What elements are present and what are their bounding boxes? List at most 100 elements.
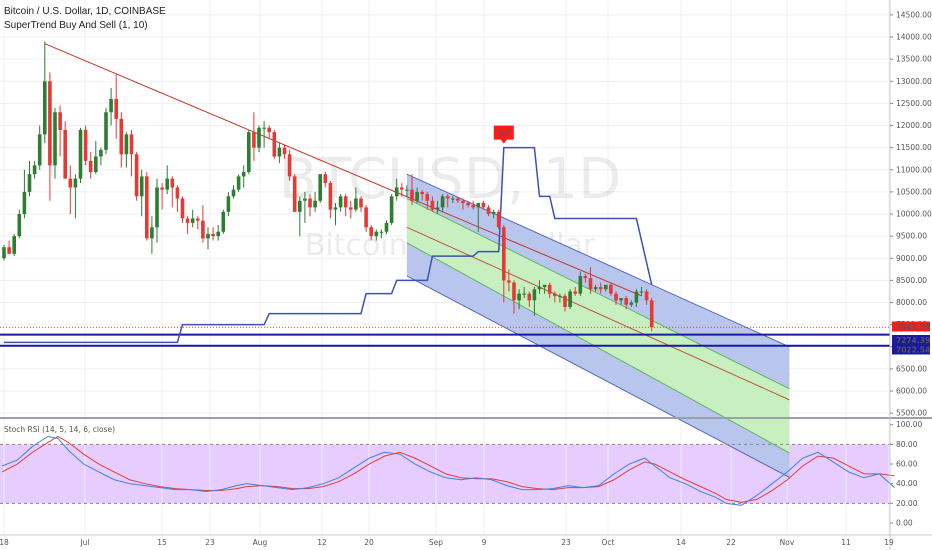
candle	[109, 87, 113, 126]
candle	[502, 225, 506, 303]
candle-body	[563, 295, 567, 307]
candle	[491, 209, 496, 219]
candle	[48, 72, 52, 201]
candle-body	[415, 191, 419, 201]
candle-body	[145, 176, 149, 239]
candle-body	[619, 298, 623, 301]
stoch-d-line	[1, 435, 895, 503]
candle-body	[241, 171, 246, 177]
candle	[456, 196, 460, 203]
candle-body	[185, 218, 190, 223]
price-tick-label: 10000.00	[896, 210, 932, 219]
candle-body	[461, 200, 465, 203]
candle-body	[537, 287, 542, 290]
candle	[476, 202, 481, 232]
candle	[400, 183, 404, 197]
price-tick-label: 14000.00	[896, 33, 932, 42]
candle	[578, 271, 583, 296]
candle-body	[578, 275, 583, 294]
candle-body	[471, 205, 475, 208]
candle-body	[364, 207, 368, 228]
candle	[522, 287, 526, 299]
time-tick-label: Nov	[780, 538, 795, 547]
candle	[593, 284, 598, 292]
supertrend-line	[4, 146, 653, 344]
candle-body	[629, 302, 634, 305]
candle	[323, 171, 328, 188]
price-tag-label: 7441.79	[896, 322, 930, 331]
candle	[22, 169, 27, 219]
candle	[68, 165, 73, 215]
time-tick-label: 22	[726, 538, 736, 547]
time-tick-label: 9	[482, 538, 487, 547]
stoch-tick-label: 60.00	[896, 460, 918, 469]
candle	[614, 291, 618, 305]
price-tick-label: 10500.00	[896, 187, 932, 196]
candle-body	[343, 196, 348, 208]
candle-body	[175, 187, 180, 199]
candle-body	[644, 291, 649, 301]
candle	[466, 200, 470, 208]
stoch-header: Stoch RSI (14, 5, 14, 6, close)	[4, 425, 115, 434]
candle-body	[583, 275, 588, 279]
stoch-tick-label: 20.00	[896, 499, 918, 508]
candle-body	[593, 287, 598, 290]
candle-body	[394, 187, 399, 197]
candle-body	[466, 202, 470, 206]
candle	[563, 293, 567, 312]
candle-body	[481, 202, 486, 208]
candle	[598, 282, 603, 294]
candle	[430, 196, 435, 212]
sell-signal-marker	[493, 125, 514, 144]
time-tick-label: Jul	[79, 538, 89, 547]
sell-signal-label: Sell	[497, 129, 511, 138]
candle	[119, 112, 124, 168]
candle	[481, 200, 486, 210]
candle	[12, 233, 16, 257]
candle	[364, 205, 368, 232]
candle-body	[527, 293, 532, 301]
candle-body	[267, 127, 271, 133]
candle	[634, 289, 639, 307]
price-tick-label: 9500.00	[896, 232, 927, 241]
price-tag-label: 7022.54	[896, 345, 930, 354]
candle-body	[206, 233, 210, 239]
time-tick-label: 23	[205, 538, 215, 547]
time-tick-label: 20	[364, 538, 374, 547]
candle	[379, 229, 384, 239]
candle-body	[333, 207, 338, 210]
candle	[226, 191, 231, 217]
candle	[104, 107, 108, 155]
candle-body	[43, 81, 47, 135]
candle-body	[420, 191, 424, 195]
candle-body	[37, 134, 42, 166]
candle-body	[292, 176, 297, 212]
candle	[292, 174, 297, 212]
candle	[374, 229, 379, 241]
candle-body	[558, 295, 562, 297]
candle	[384, 220, 389, 234]
candle-body	[88, 160, 93, 172]
candle-body	[231, 189, 236, 197]
candle	[588, 267, 593, 294]
candle-body	[17, 214, 22, 237]
candle-body	[354, 198, 358, 210]
candle-body	[338, 196, 343, 208]
candle	[308, 194, 312, 217]
candle-body	[68, 178, 73, 188]
candle	[206, 227, 210, 250]
candle	[644, 289, 649, 305]
candle	[282, 145, 287, 159]
candle-body	[573, 291, 577, 294]
candle	[532, 287, 537, 316]
candle-body	[609, 284, 613, 294]
candle-body	[99, 149, 103, 157]
candle-body	[323, 174, 328, 184]
candle	[211, 227, 215, 241]
candle	[298, 196, 302, 237]
candle	[150, 216, 154, 254]
candle	[155, 178, 159, 243]
candle	[609, 282, 613, 296]
